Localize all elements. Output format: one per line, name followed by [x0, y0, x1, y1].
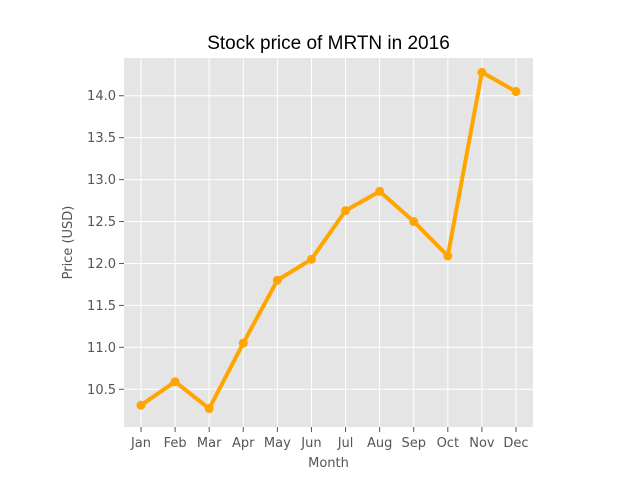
- y-tick-label: 10.5: [87, 383, 116, 398]
- y-axis-label: Price (USD): [61, 206, 76, 280]
- x-tick-label: Jan: [130, 436, 151, 451]
- y-axis-ticks: 10.5 11.0 11.5 12.0 12.5 13.0 13.5 14.0: [87, 89, 124, 398]
- data-point: [272, 275, 282, 285]
- x-tick-label: Oct: [437, 436, 459, 451]
- data-point: [238, 338, 248, 348]
- y-tick-label: 12.5: [87, 215, 116, 230]
- y-tick-label: 14.0: [87, 89, 116, 104]
- data-point: [170, 377, 180, 387]
- x-tick-label: Jul: [337, 436, 354, 451]
- plot-background: [124, 58, 533, 427]
- data-point: [375, 186, 385, 196]
- x-axis-ticks: Jan Feb Mar Apr May Jun Jul Aug Sep Oct Nov Dec: [130, 427, 529, 451]
- x-tick-label: May: [264, 436, 291, 451]
- y-tick-label: 13.5: [87, 131, 116, 146]
- y-tick-label: 12.0: [87, 257, 116, 272]
- x-tick-label: Apr: [232, 436, 255, 451]
- y-tick-label: 13.0: [87, 173, 116, 188]
- data-point: [443, 251, 453, 261]
- y-tick-label: 11.0: [87, 341, 116, 356]
- series-line: [139, 70, 518, 411]
- data-point: [204, 404, 214, 414]
- data-point: [409, 217, 419, 227]
- data-point: [477, 67, 487, 77]
- data-point: [511, 87, 521, 97]
- grid-lines: [124, 58, 533, 427]
- x-tick-label: Dec: [503, 436, 528, 451]
- x-tick-label: Aug: [367, 436, 392, 451]
- y-tick-label: 11.5: [87, 299, 116, 314]
- data-point: [341, 206, 351, 216]
- x-axis-label: Month: [308, 456, 349, 471]
- x-tick-label: Mar: [197, 436, 222, 451]
- data-point: [306, 254, 316, 264]
- x-tick-label: Sep: [401, 436, 426, 451]
- data-point: [136, 400, 146, 410]
- chart-title: Stock price of MRTN in 2016: [207, 33, 450, 54]
- x-tick-label: Nov: [469, 436, 495, 451]
- data-points: [136, 67, 521, 414]
- x-tick-label: Jun: [300, 436, 321, 451]
- x-tick-label: Feb: [164, 436, 187, 451]
